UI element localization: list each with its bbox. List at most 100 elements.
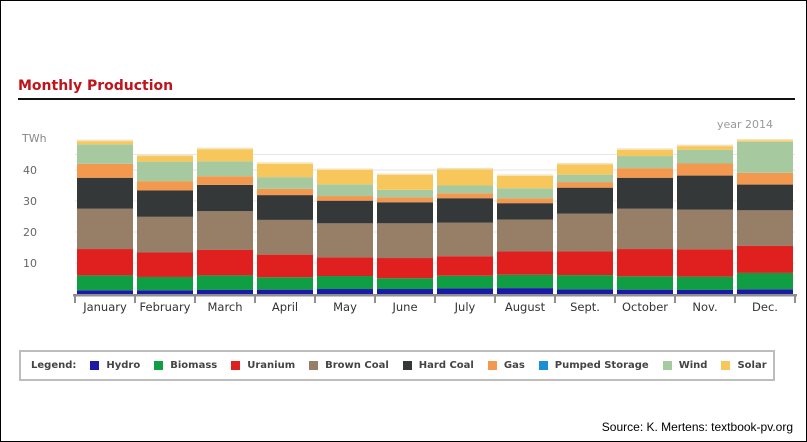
bar-segment: [197, 176, 253, 185]
legend-swatch: [90, 361, 100, 370]
bar-segment: [437, 275, 493, 289]
x-tick: [134, 294, 136, 303]
legend-item: Hard Coal: [402, 360, 474, 371]
bar-segment: [737, 272, 793, 290]
bar-segment: [557, 164, 613, 175]
x-tick-label: January: [82, 300, 127, 314]
bar-segment: [437, 185, 493, 194]
bar-segment: [257, 177, 313, 189]
bar-segment: [197, 275, 253, 290]
bar-segment: [617, 149, 673, 157]
chart-title: Monthly Production: [18, 78, 174, 94]
bar-segment: [257, 277, 313, 290]
bar-segment: [137, 290, 193, 294]
bars-layer: [77, 139, 793, 294]
bar-segment: [677, 276, 733, 290]
bar-segment: [557, 251, 613, 276]
bar-segment: [557, 213, 613, 252]
x-tick: [734, 294, 736, 303]
legend-swatch: [538, 361, 548, 370]
legend-label: Uranium: [247, 360, 296, 371]
legend-swatch: [662, 361, 672, 370]
bar-segment: [557, 187, 613, 214]
bar-segment: [677, 289, 733, 294]
bar-segment: [677, 249, 733, 277]
bar-segment: [677, 163, 733, 176]
legend-item: Gas: [487, 360, 525, 371]
bar-segment: [197, 184, 253, 212]
bar-segment: [77, 249, 133, 276]
bar-cap: [377, 173, 433, 175]
legend-label: Hydro: [106, 360, 141, 371]
x-tick: [254, 294, 256, 303]
bar-segment: [77, 290, 133, 294]
bar-segment: [137, 252, 193, 277]
chart-subtitle-year: year 2014: [716, 118, 773, 131]
legend-swatch: [721, 361, 731, 370]
bar-segment: [317, 223, 373, 258]
legend-label: Wind: [678, 360, 708, 371]
x-tick: [614, 294, 616, 303]
x-tick: [314, 294, 316, 303]
bar-segment: [617, 208, 673, 250]
bar-segment: [437, 193, 493, 199]
x-tick-label: Nov.: [692, 300, 717, 314]
bar-segment: [137, 181, 193, 191]
bar-segment: [617, 156, 673, 169]
bar-segment: [617, 177, 673, 209]
bar-segment: [317, 184, 373, 197]
title-underline: [18, 98, 795, 100]
bar-cap: [437, 167, 493, 170]
bar-segment: [677, 149, 733, 164]
stacked-bar-chart: 10 20 30 40 January February March April May Jun…: [23, 139, 797, 314]
bar-segment: [497, 251, 553, 275]
bar-cap: [557, 162, 613, 165]
legend-swatch: [487, 361, 497, 370]
bar-segment: [77, 144, 133, 164]
x-tick-label: Dec.: [752, 300, 778, 314]
bar-segment: [377, 197, 433, 203]
bar-segment: [197, 249, 253, 276]
x-tick-label: March: [207, 300, 242, 314]
x-tick-label: October: [622, 300, 668, 314]
bar-segment: [437, 198, 493, 223]
bar-segment: [737, 289, 793, 294]
bar-segment: [137, 276, 193, 291]
legend-swatch: [154, 361, 164, 370]
x-tick-label: April: [272, 300, 298, 314]
bar-segment: [77, 208, 133, 250]
bar-segment: [497, 203, 553, 220]
y-tick-label: 40: [23, 164, 37, 177]
y-axis-unit-label: TWh: [22, 132, 47, 145]
bar-segment: [377, 202, 433, 224]
legend-label: Hard Coal: [418, 360, 474, 371]
bar-segment: [737, 210, 793, 246]
legend-swatch: [309, 361, 319, 370]
bar-segment: [257, 163, 313, 178]
bar-cap: [677, 144, 733, 147]
bar-segment: [77, 275, 133, 291]
bar-segment: [737, 140, 793, 142]
bar-segment: [377, 223, 433, 259]
bar-segment: [557, 182, 613, 188]
y-tick-label: 10: [23, 257, 37, 270]
bar-segment: [737, 141, 793, 173]
bar-segment: [737, 184, 793, 211]
axis-layer: January February March April May June July Augu…: [73, 294, 797, 314]
bar-segment: [557, 275, 613, 290]
bar-cap: [497, 174, 553, 176]
bar-cap: [137, 154, 193, 157]
bar-segment: [677, 175, 733, 210]
source-credit: Source: K. Mertens: textbook-pv.org: [601, 420, 793, 434]
x-tick-label: May: [333, 300, 357, 314]
bar-segment: [617, 168, 673, 178]
bar-segment: [137, 161, 193, 182]
legend-item: Wind: [662, 360, 708, 371]
x-tick-label: June: [391, 300, 417, 314]
legend-items: Legend: Hydro Biomass Uranium Brown Coal Har…: [31, 360, 781, 371]
bar-segment: [497, 175, 553, 189]
bar-segment: [497, 219, 553, 252]
bar-segment: [557, 289, 613, 294]
bar-segment: [137, 156, 193, 162]
